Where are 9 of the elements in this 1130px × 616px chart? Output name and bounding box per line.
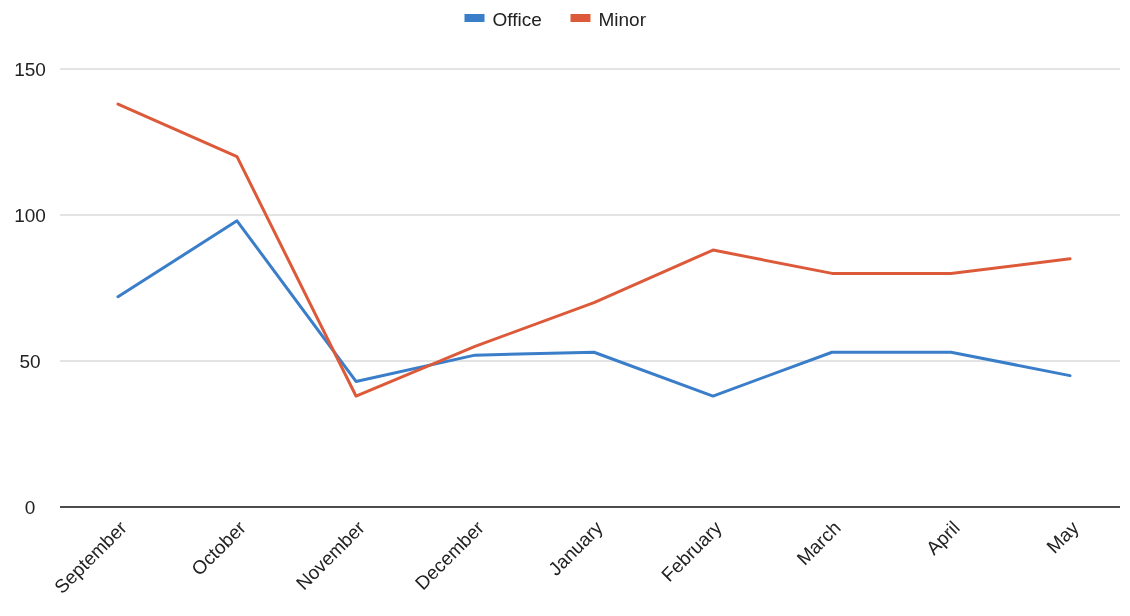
y-tick-label: 0 xyxy=(24,496,36,518)
legend-label: Office xyxy=(492,8,542,30)
x-tick-label: May xyxy=(1042,516,1084,558)
legend-label: Minor xyxy=(598,8,647,30)
line-series xyxy=(116,219,1072,398)
y-tick-label: 150 xyxy=(14,58,46,80)
y-tick-label: 50 xyxy=(19,350,41,372)
line-series xyxy=(116,102,1072,398)
y-tick-label: 100 xyxy=(14,204,46,226)
